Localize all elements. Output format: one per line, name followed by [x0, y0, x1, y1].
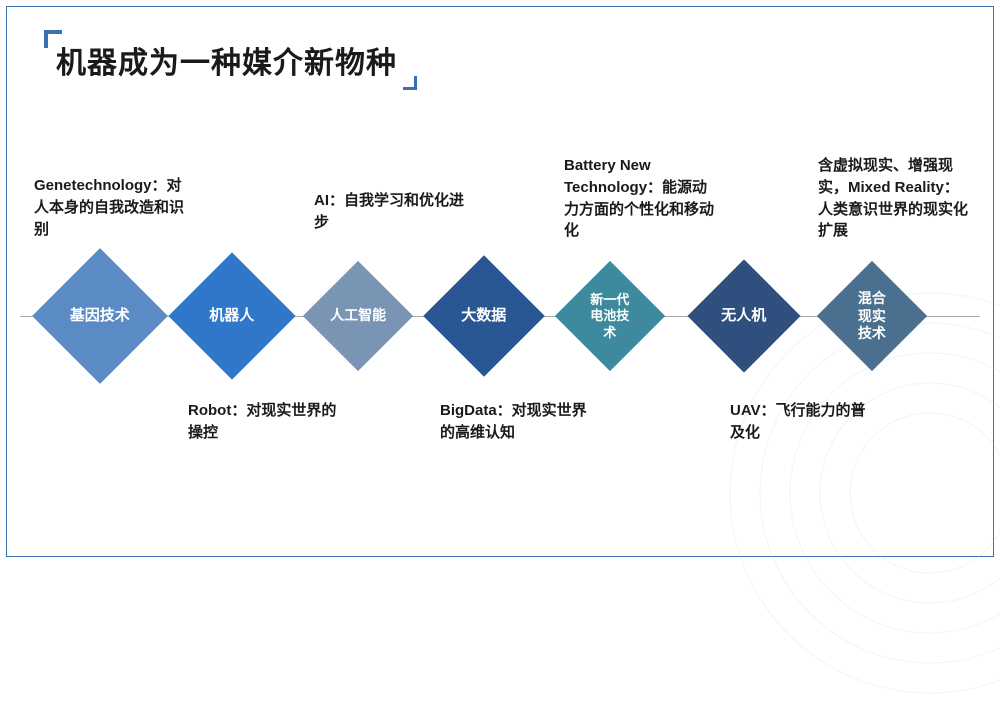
desc-ai: AI：自我学习和优化进步: [314, 190, 464, 234]
diamond-label-bigdata: 大数据: [441, 307, 527, 326]
desc-uav: UAV：飞行能力的普及化: [730, 400, 880, 444]
diamond-label-robot: 机器人: [187, 307, 277, 326]
desc-gene: Genetechnology：对人本身的自我改造和识别: [34, 175, 184, 240]
diamond-label-ai: 人工智能: [319, 307, 397, 325]
desc-battery: Battery New Technology：能源动力方面的个性化和移动化: [564, 155, 714, 242]
desc-robot: Robot：对现实世界的操控: [188, 400, 338, 444]
title-block: 机器成为一种媒介新物种: [56, 38, 397, 82]
diamond-label-uav: 无人机: [704, 307, 784, 326]
slide-title: 机器成为一种媒介新物种: [56, 38, 397, 82]
corner-decoration-br: [403, 76, 417, 90]
desc-mr: 含虚拟现实、增强现实，Mixed Reality：人类意识世界的现实化扩展: [818, 155, 968, 242]
corner-decoration-tl: [44, 30, 62, 48]
desc-bigdata: BigData：对现实世界的高维认知: [440, 400, 590, 444]
diamond-label-battery: 新一代 电池技 术: [571, 292, 649, 341]
diamond-label-gene: 基因技术: [52, 307, 148, 326]
diamond-label-mr: 混合 现实 技术: [833, 290, 911, 343]
